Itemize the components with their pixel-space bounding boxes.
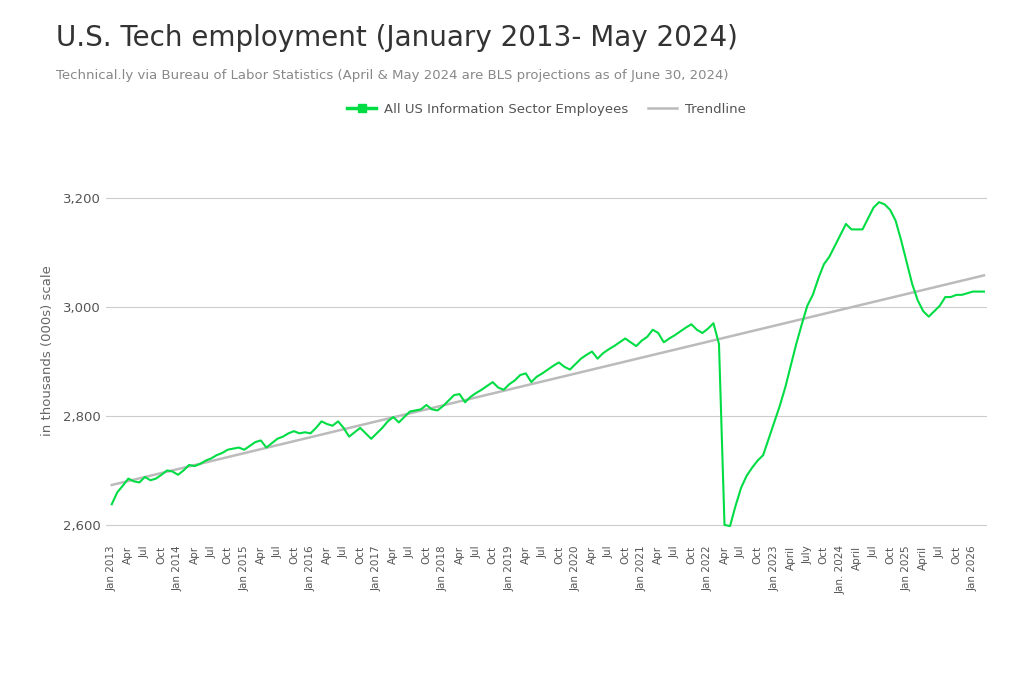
Text: Technical.ly via Bureau of Labor Statistics (April & May 2024 are BLS projection: Technical.ly via Bureau of Labor Statist…	[56, 69, 728, 83]
Legend: All US Information Sector Employees, Trendline: All US Information Sector Employees, Tre…	[342, 98, 750, 121]
Y-axis label: in thousands (000s) scale: in thousands (000s) scale	[41, 265, 55, 436]
Text: U.S. Tech employment (January 2013- May 2024): U.S. Tech employment (January 2013- May …	[56, 24, 737, 52]
